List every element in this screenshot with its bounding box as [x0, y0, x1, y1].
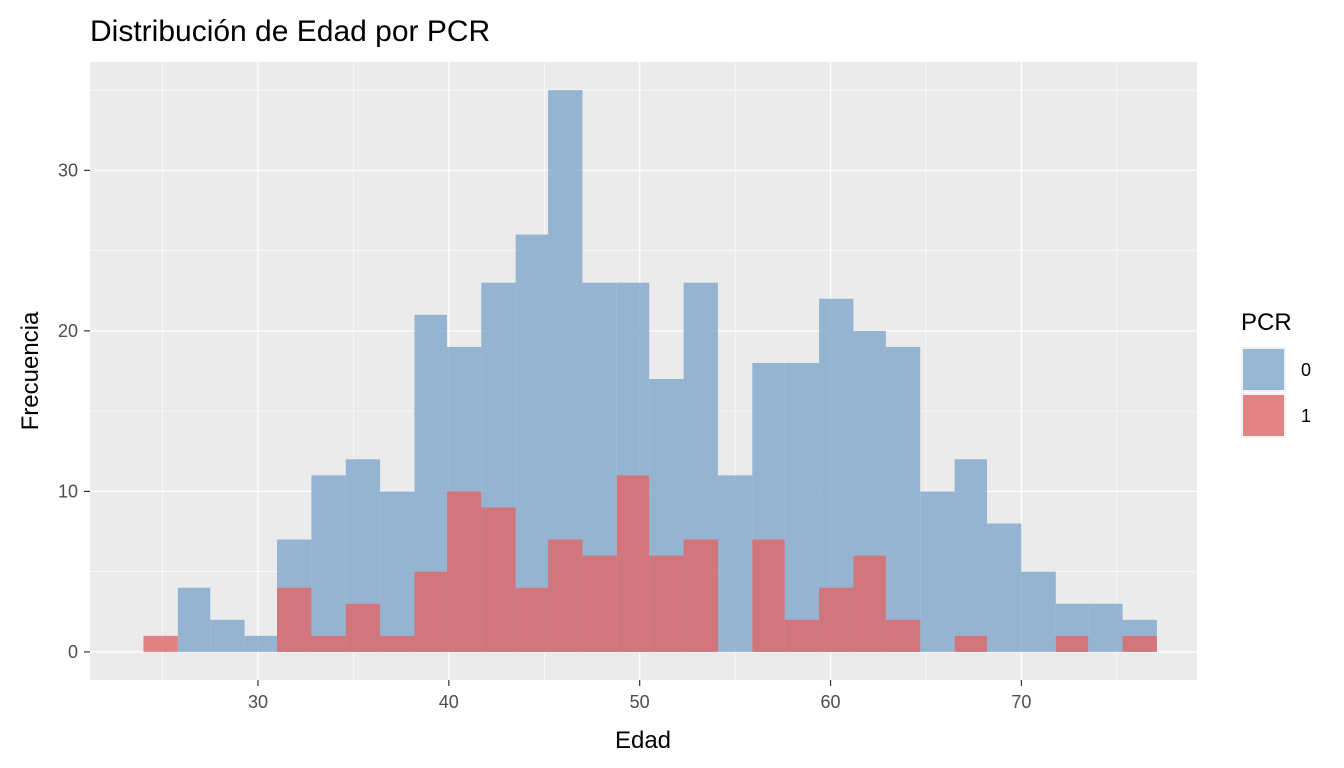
legend-label: 0: [1301, 360, 1311, 380]
legend-key-swatch: [1243, 349, 1284, 390]
histogram-bar: [311, 475, 346, 652]
histogram-bar: [649, 555, 684, 652]
histogram-bar: [414, 571, 447, 652]
x-tick-label: 70: [1011, 692, 1031, 712]
histogram-bar: [210, 619, 245, 652]
histogram-bar: [311, 635, 346, 652]
histogram-bar: [752, 539, 785, 652]
y-tick-label: 10: [58, 481, 78, 501]
histogram-bar: [954, 459, 988, 652]
x-tick-label: 50: [630, 692, 650, 712]
histogram-bar: [819, 587, 854, 652]
histogram-bar: [784, 362, 820, 652]
legend-key-swatch: [1243, 395, 1284, 436]
histogram-bar: [717, 475, 753, 652]
histogram-bar: [853, 555, 886, 652]
histogram-bar: [954, 635, 988, 652]
x-tick-label: 60: [821, 692, 841, 712]
histogram-bar: [1021, 571, 1056, 652]
histogram-bar: [885, 346, 921, 652]
histogram-bar: [1055, 635, 1089, 652]
histogram-bar: [177, 587, 211, 652]
bars: [143, 90, 1157, 652]
legend-title: PCR: [1241, 309, 1292, 336]
histogram-bar: [548, 539, 583, 652]
histogram-bar: [345, 603, 381, 652]
histogram-bar: [446, 491, 482, 652]
histogram-bar: [1122, 635, 1157, 652]
histogram-bar: [481, 507, 516, 652]
histogram-bar: [616, 475, 650, 652]
legend: PCR 0 1: [1241, 309, 1311, 438]
x-tick-label: 40: [439, 692, 459, 712]
y-tick-label: 20: [58, 321, 78, 341]
histogram-bar: [987, 523, 1022, 652]
histogram-bar: [683, 539, 718, 652]
y-tick-label: 30: [58, 160, 78, 180]
y-tick-label: 0: [68, 642, 78, 662]
x-axis-title: Edad: [615, 727, 671, 754]
chart-title: Distribución de Edad por PCR: [90, 15, 490, 48]
histogram-bar: [380, 635, 415, 652]
histogram-bar: [920, 491, 955, 652]
series-1: [143, 475, 1157, 652]
histogram-bar: [784, 619, 820, 652]
histogram-bar: [244, 635, 278, 652]
histogram-bar: [143, 635, 178, 652]
histogram-bar: [582, 555, 617, 652]
x-axis: 30 40 50 60 70: [248, 680, 1031, 712]
histogram-bar: [277, 587, 312, 652]
histogram-bar: [380, 491, 415, 652]
legend-label: 1: [1301, 406, 1311, 426]
histogram-bar: [885, 619, 921, 652]
y-axis: 0 10 20 30: [58, 160, 90, 662]
y-axis-title: Frecuencia: [17, 311, 44, 430]
x-tick-label: 30: [248, 692, 268, 712]
histogram-bar: [1088, 603, 1123, 652]
histogram-bar: [515, 587, 549, 652]
histogram-bar: [515, 234, 549, 652]
